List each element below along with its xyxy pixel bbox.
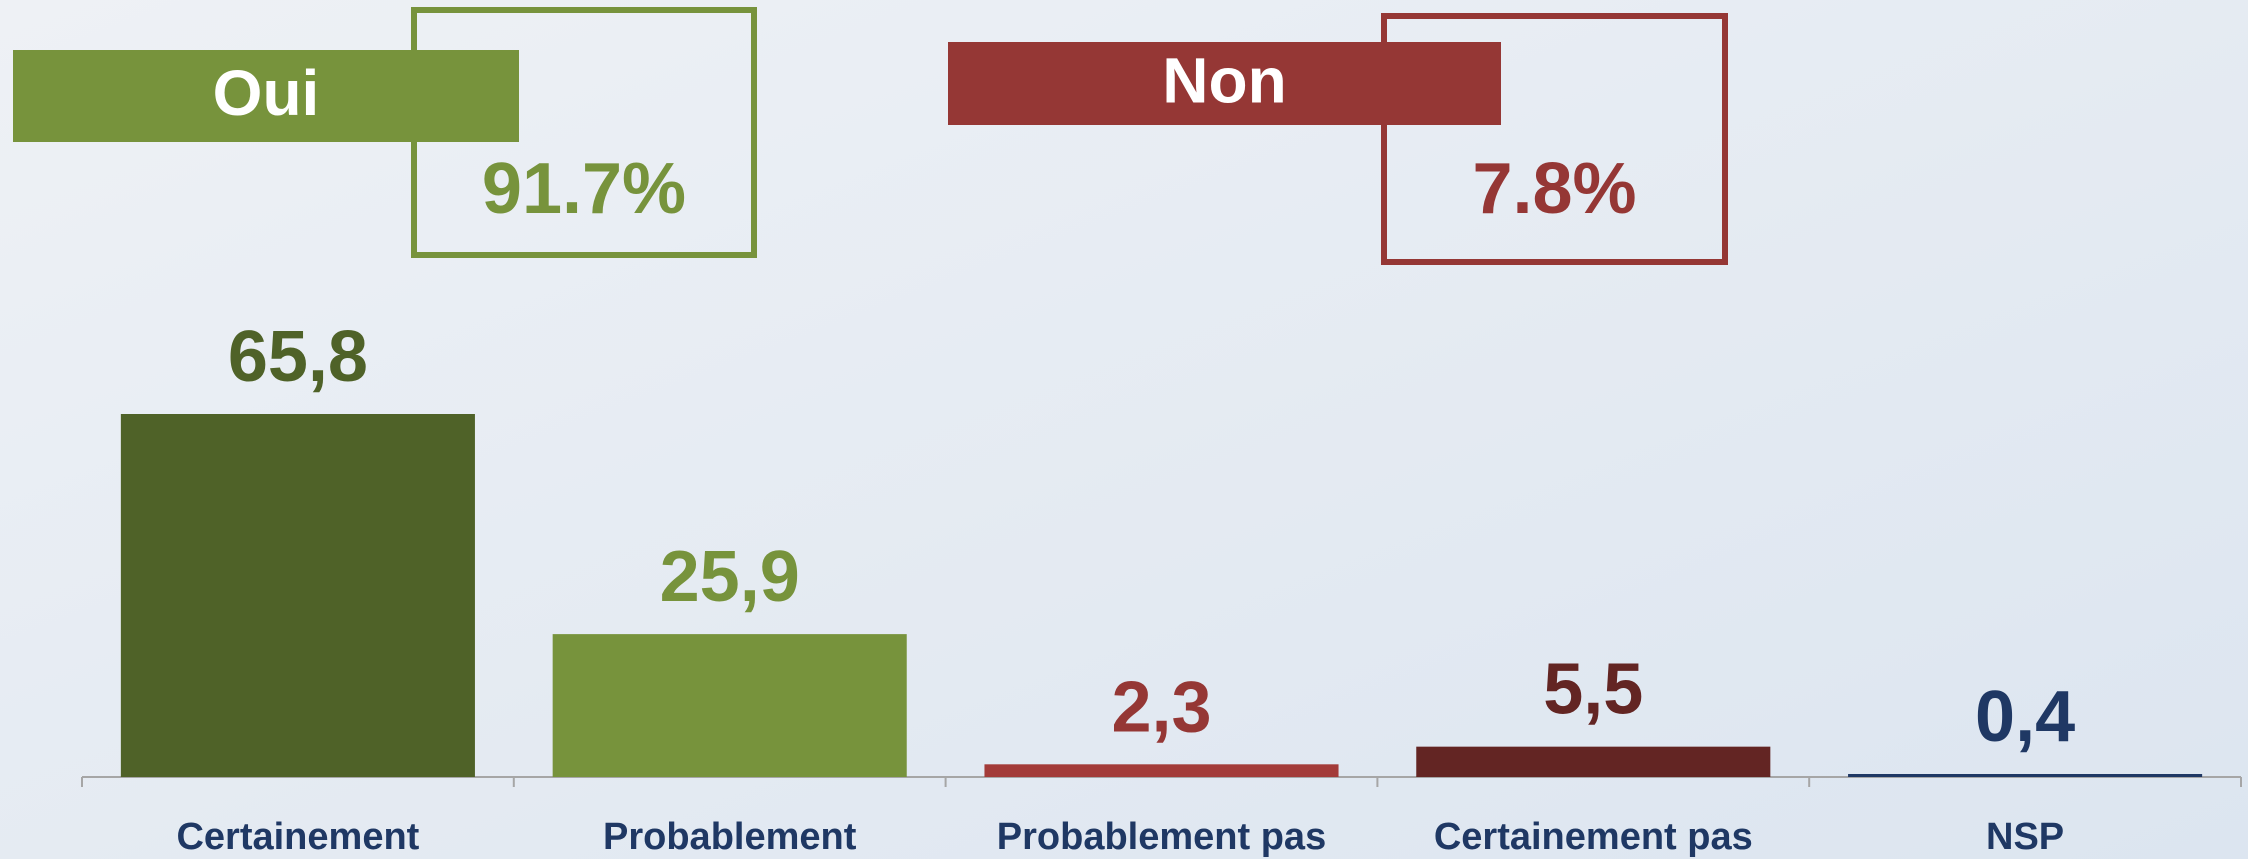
summary-header [13,50,519,142]
value-label: 0,4 [1975,677,2075,757]
bar [984,764,1339,777]
summary-title: Oui [213,57,320,129]
summary-header [948,42,1501,125]
x-tick-label: NSP [1986,816,2064,858]
value-label: 25,9 [660,537,800,617]
x-tick-label: Certainement pas [1434,816,1753,858]
bar [120,414,475,777]
summary-value: 91.7% [482,149,686,229]
bar [1848,774,2203,777]
x-tick-label: Probablement [603,816,857,858]
bar [1416,746,1771,777]
x-tick-label: Probablement pas [997,816,1326,858]
summary-value: 7.8% [1472,149,1636,229]
value-label: 5,5 [1543,650,1643,730]
x-tick-label: Certainement [176,816,419,858]
bar [552,634,907,777]
summary-title: Non [1162,44,1286,116]
value-label: 2,3 [1111,667,1211,747]
value-label: 65,8 [228,317,368,397]
summary-outline [1381,13,1728,265]
